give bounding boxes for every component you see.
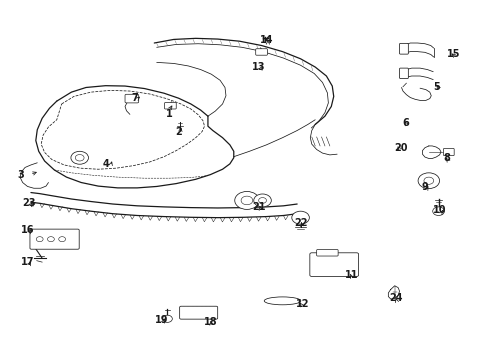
Text: 10: 10 bbox=[432, 206, 446, 216]
FancyBboxPatch shape bbox=[316, 249, 337, 256]
Circle shape bbox=[47, 237, 54, 242]
Text: 20: 20 bbox=[393, 143, 407, 153]
Text: 8: 8 bbox=[443, 153, 449, 163]
Text: 16: 16 bbox=[20, 225, 34, 235]
Ellipse shape bbox=[264, 297, 300, 305]
Circle shape bbox=[258, 198, 266, 203]
Text: 19: 19 bbox=[155, 315, 168, 325]
Circle shape bbox=[241, 196, 252, 205]
Circle shape bbox=[432, 207, 444, 216]
Text: 11: 11 bbox=[345, 270, 358, 280]
Text: 6: 6 bbox=[401, 118, 408, 128]
Circle shape bbox=[291, 211, 309, 224]
FancyBboxPatch shape bbox=[309, 253, 358, 276]
Text: 21: 21 bbox=[252, 202, 265, 212]
Text: 23: 23 bbox=[22, 198, 36, 208]
Circle shape bbox=[253, 194, 271, 207]
FancyBboxPatch shape bbox=[443, 148, 453, 156]
Circle shape bbox=[234, 192, 259, 210]
FancyBboxPatch shape bbox=[164, 103, 176, 109]
Circle shape bbox=[423, 177, 433, 184]
FancyBboxPatch shape bbox=[179, 306, 217, 319]
Text: 2: 2 bbox=[175, 127, 182, 136]
Text: 4: 4 bbox=[102, 159, 109, 169]
Text: 14: 14 bbox=[259, 35, 273, 45]
FancyBboxPatch shape bbox=[399, 43, 407, 54]
Text: 22: 22 bbox=[293, 218, 306, 228]
Circle shape bbox=[162, 315, 172, 322]
FancyBboxPatch shape bbox=[255, 49, 267, 55]
Circle shape bbox=[417, 173, 439, 189]
Text: 12: 12 bbox=[296, 299, 309, 309]
Text: 1: 1 bbox=[165, 109, 172, 119]
FancyBboxPatch shape bbox=[399, 68, 407, 78]
Circle shape bbox=[75, 154, 84, 161]
Text: 18: 18 bbox=[203, 317, 217, 327]
FancyBboxPatch shape bbox=[125, 94, 139, 103]
Text: 7: 7 bbox=[131, 93, 138, 103]
Text: 3: 3 bbox=[18, 170, 24, 180]
Text: 5: 5 bbox=[433, 82, 440, 92]
Circle shape bbox=[59, 237, 65, 242]
Text: 9: 9 bbox=[421, 182, 427, 192]
Circle shape bbox=[71, 151, 88, 164]
Text: 24: 24 bbox=[388, 293, 402, 303]
Circle shape bbox=[36, 237, 43, 242]
Text: 17: 17 bbox=[20, 257, 34, 267]
Text: 13: 13 bbox=[252, 62, 265, 72]
FancyBboxPatch shape bbox=[30, 229, 79, 249]
Text: 15: 15 bbox=[447, 49, 460, 59]
